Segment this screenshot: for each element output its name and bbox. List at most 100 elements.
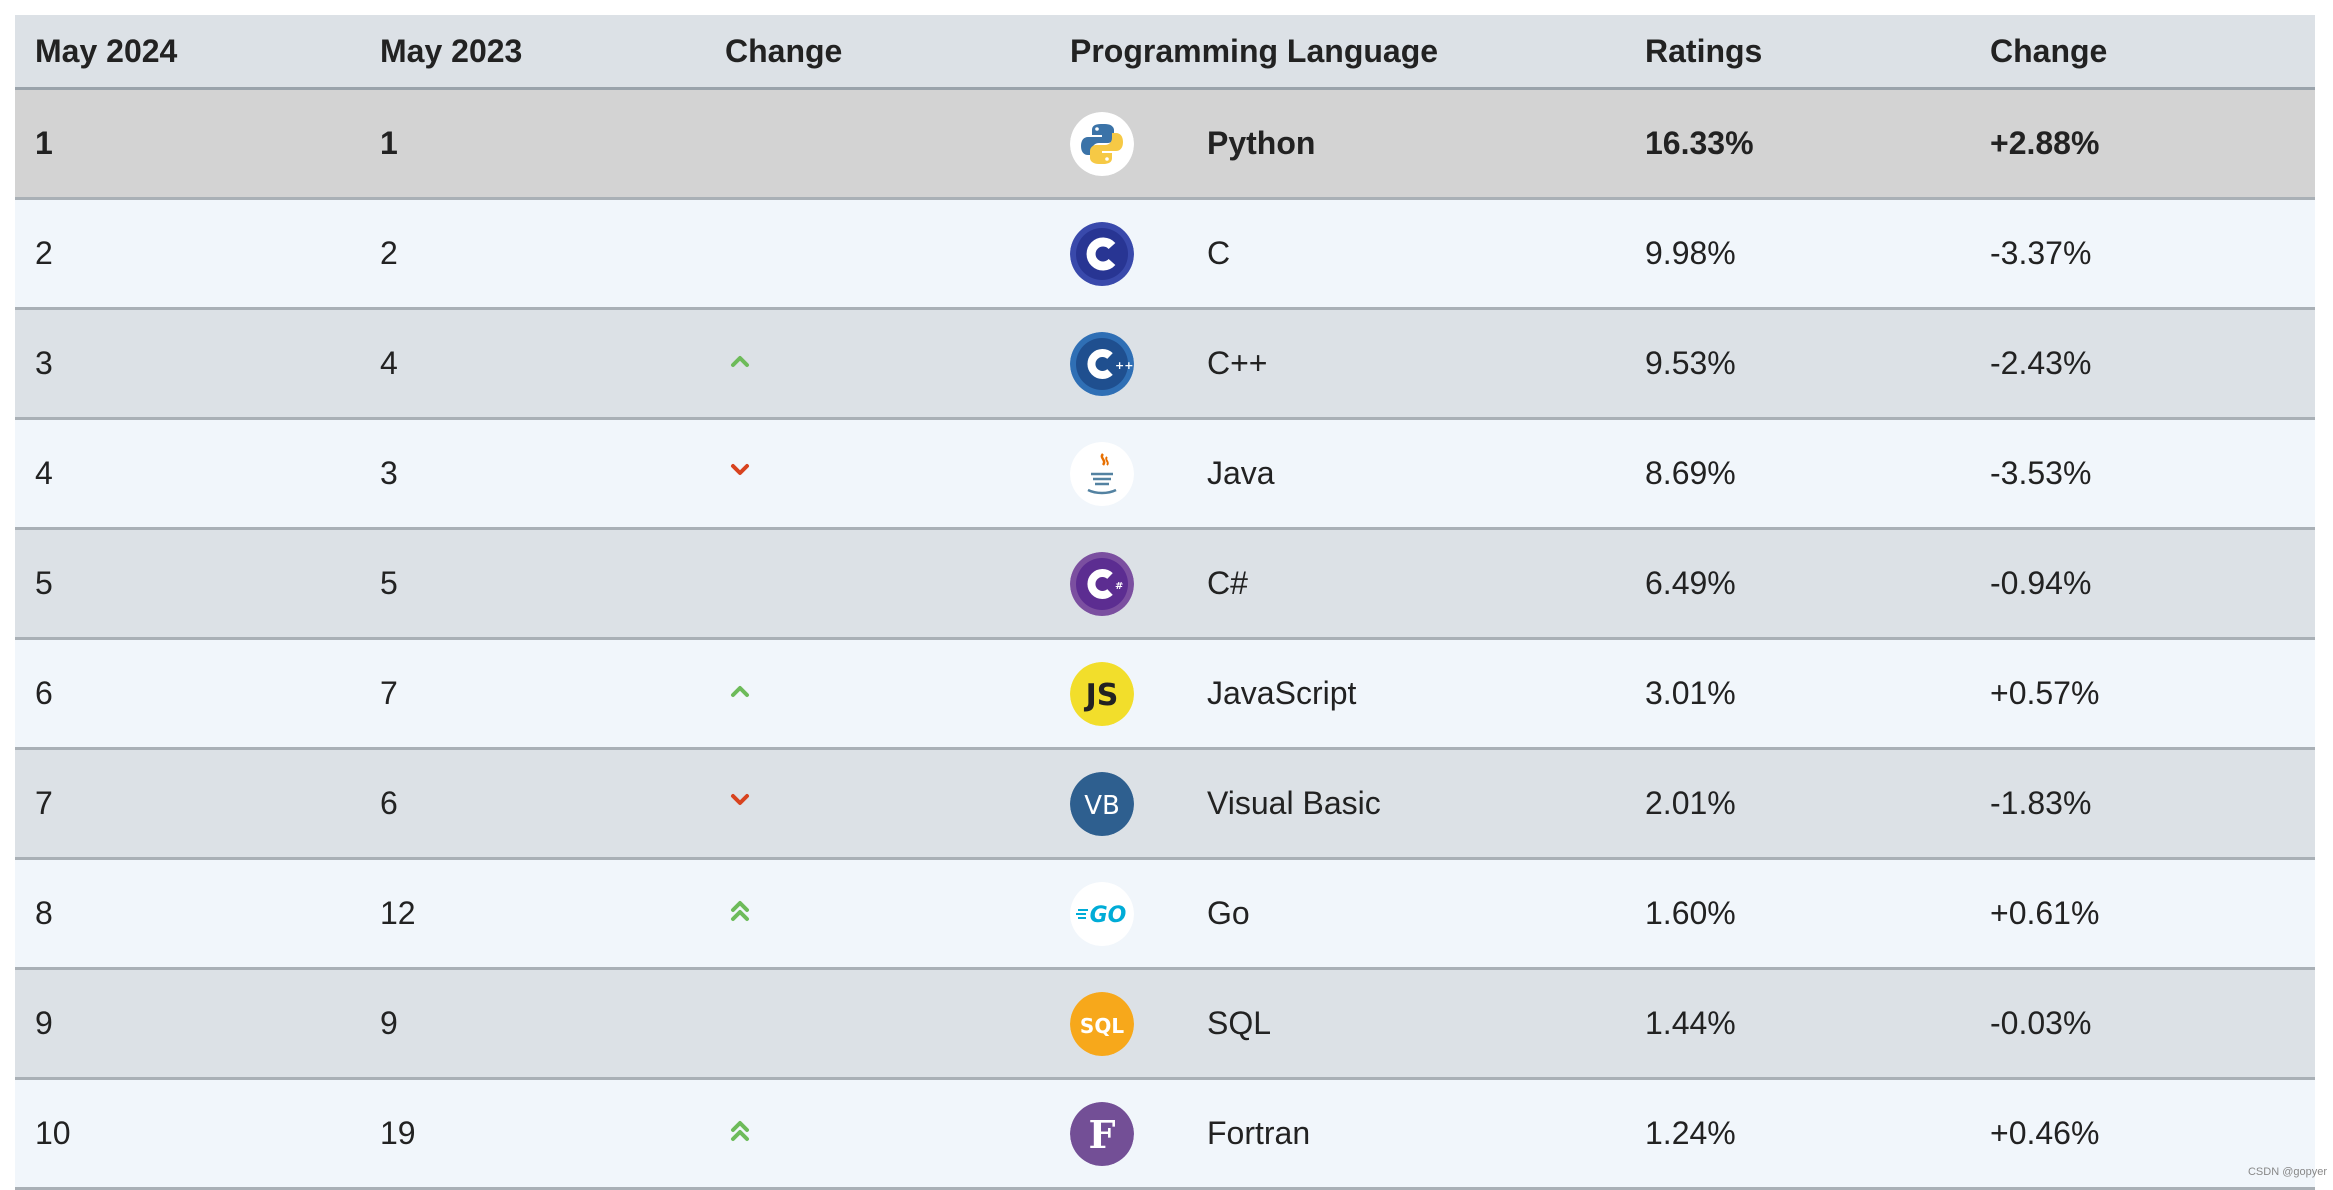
rating-value: 16.33% bbox=[1625, 89, 1970, 199]
rank-change bbox=[705, 639, 1050, 749]
rating-change-value: +0.61% bbox=[1970, 859, 2315, 969]
previous-rank: 6 bbox=[360, 749, 705, 859]
java-logo-icon bbox=[1070, 442, 1134, 506]
language-cell: GO Go bbox=[1050, 859, 1625, 969]
previous-rank: 4 bbox=[360, 309, 705, 419]
rank-change bbox=[705, 89, 1050, 199]
table-row[interactable]: 3 4 ++ C++ 9.53% -2.43% bbox=[15, 309, 2315, 419]
rank-up-icon bbox=[725, 675, 755, 705]
rating-change-value: -3.53% bbox=[1970, 419, 2315, 529]
rank-change bbox=[705, 859, 1050, 969]
table-row[interactable]: 10 19 F Fortran 1.24% +0.46% bbox=[15, 1079, 2315, 1189]
table-row[interactable]: 9 9 SQL SQL 1.44% -0.03% bbox=[15, 969, 2315, 1079]
rating-value: 3.01% bbox=[1625, 639, 1970, 749]
c-logo-icon bbox=[1070, 222, 1134, 286]
rating-value: 2.01% bbox=[1625, 749, 1970, 859]
table-row[interactable]: 2 2 C 9.98% -3.37% bbox=[15, 199, 2315, 309]
current-rank: 8 bbox=[15, 859, 360, 969]
language-cell: VB Visual Basic bbox=[1050, 749, 1625, 859]
language-name[interactable]: C bbox=[1207, 235, 1230, 272]
language-name[interactable]: C++ bbox=[1207, 345, 1267, 382]
current-rank: 2 bbox=[15, 199, 360, 309]
language-name[interactable]: SQL bbox=[1207, 1005, 1271, 1042]
rating-value: 1.24% bbox=[1625, 1079, 1970, 1189]
previous-rank: 3 bbox=[360, 419, 705, 529]
header-language[interactable]: Programming Language bbox=[1050, 15, 1625, 89]
language-name[interactable]: JavaScript bbox=[1207, 675, 1356, 712]
current-rank: 9 bbox=[15, 969, 360, 1079]
rating-change-value: -3.37% bbox=[1970, 199, 2315, 309]
rating-change-value: -2.43% bbox=[1970, 309, 2315, 419]
tiobe-ranking-table: May 2024 May 2023 Change Programming Lan… bbox=[15, 15, 2315, 1190]
language-name[interactable]: C# bbox=[1207, 565, 1248, 602]
svg-text:VB: VB bbox=[1084, 791, 1120, 821]
table-header-row: May 2024 May 2023 Change Programming Lan… bbox=[15, 15, 2315, 89]
svg-text:JS: JS bbox=[1084, 678, 1119, 713]
svg-text:#: # bbox=[1115, 581, 1123, 592]
header-previous-rank[interactable]: May 2023 bbox=[360, 15, 705, 89]
rank-change bbox=[705, 309, 1050, 419]
visual-basic-logo-icon: VB bbox=[1070, 772, 1134, 836]
rating-value: 9.98% bbox=[1625, 199, 1970, 309]
javascript-logo-icon: JS bbox=[1070, 662, 1134, 726]
table-row[interactable]: 1 1 Python 16.33% +2.88% bbox=[15, 89, 2315, 199]
python-logo-icon bbox=[1070, 112, 1134, 176]
language-cell: Java bbox=[1050, 419, 1625, 529]
language-name[interactable]: Go bbox=[1207, 895, 1250, 932]
rating-change-value: -0.03% bbox=[1970, 969, 2315, 1079]
rating-value: 9.53% bbox=[1625, 309, 1970, 419]
svg-text:++: ++ bbox=[1115, 359, 1133, 372]
language-cell: Python bbox=[1050, 89, 1625, 199]
cpp-logo-icon: ++ bbox=[1070, 332, 1134, 396]
rank-double-up-icon bbox=[725, 1115, 755, 1145]
current-rank: 6 bbox=[15, 639, 360, 749]
rank-change bbox=[705, 969, 1050, 1079]
table-row[interactable]: 7 6 VB Visual Basic 2.01% -1.83% bbox=[15, 749, 2315, 859]
sql-logo-icon: SQL bbox=[1070, 992, 1134, 1056]
language-cell: SQL SQL bbox=[1050, 969, 1625, 1079]
current-rank: 7 bbox=[15, 749, 360, 859]
current-rank: 5 bbox=[15, 529, 360, 639]
svg-text:SQL: SQL bbox=[1080, 1014, 1124, 1038]
header-rank-change[interactable]: Change bbox=[705, 15, 1050, 89]
rank-change bbox=[705, 529, 1050, 639]
rating-value: 1.44% bbox=[1625, 969, 1970, 1079]
rating-change-value: +2.88% bbox=[1970, 89, 2315, 199]
language-cell: # C# bbox=[1050, 529, 1625, 639]
table-row[interactable]: 4 3 Java 8.69% -3.53% bbox=[15, 419, 2315, 529]
previous-rank: 7 bbox=[360, 639, 705, 749]
rank-change bbox=[705, 749, 1050, 859]
rank-change bbox=[705, 199, 1050, 309]
previous-rank: 1 bbox=[360, 89, 705, 199]
current-rank: 3 bbox=[15, 309, 360, 419]
language-name[interactable]: Fortran bbox=[1207, 1115, 1310, 1152]
rank-down-icon bbox=[725, 455, 755, 485]
language-name[interactable]: Visual Basic bbox=[1207, 785, 1381, 822]
language-name[interactable]: Python bbox=[1207, 125, 1315, 162]
fortran-logo-icon: F bbox=[1070, 1102, 1134, 1166]
previous-rank: 19 bbox=[360, 1079, 705, 1189]
table-row[interactable]: 6 7 JS JavaScript 3.01% +0.57% bbox=[15, 639, 2315, 749]
previous-rank: 2 bbox=[360, 199, 705, 309]
svg-text:F: F bbox=[1089, 1112, 1116, 1157]
language-cell: JS JavaScript bbox=[1050, 639, 1625, 749]
current-rank: 10 bbox=[15, 1079, 360, 1189]
rating-value: 8.69% bbox=[1625, 419, 1970, 529]
rank-down-icon bbox=[725, 785, 755, 815]
table-row[interactable]: 5 5 # C# 6.49% -0.94% bbox=[15, 529, 2315, 639]
header-rating-change[interactable]: Change bbox=[1970, 15, 2315, 89]
go-logo-icon: GO bbox=[1070, 882, 1134, 946]
table-row[interactable]: 8 12 GO Go 1.60% +0.61% bbox=[15, 859, 2315, 969]
rating-change-value: +0.57% bbox=[1970, 639, 2315, 749]
language-cell: C bbox=[1050, 199, 1625, 309]
current-rank: 1 bbox=[15, 89, 360, 199]
current-rank: 4 bbox=[15, 419, 360, 529]
header-ratings[interactable]: Ratings bbox=[1625, 15, 1970, 89]
header-current-rank[interactable]: May 2024 bbox=[15, 15, 360, 89]
svg-text:GO: GO bbox=[1090, 903, 1127, 928]
rating-change-value: -0.94% bbox=[1970, 529, 2315, 639]
ranking-table-container: May 2024 May 2023 Change Programming Lan… bbox=[15, 15, 2315, 1190]
rank-up-icon bbox=[725, 345, 755, 375]
previous-rank: 12 bbox=[360, 859, 705, 969]
language-name[interactable]: Java bbox=[1207, 455, 1275, 492]
